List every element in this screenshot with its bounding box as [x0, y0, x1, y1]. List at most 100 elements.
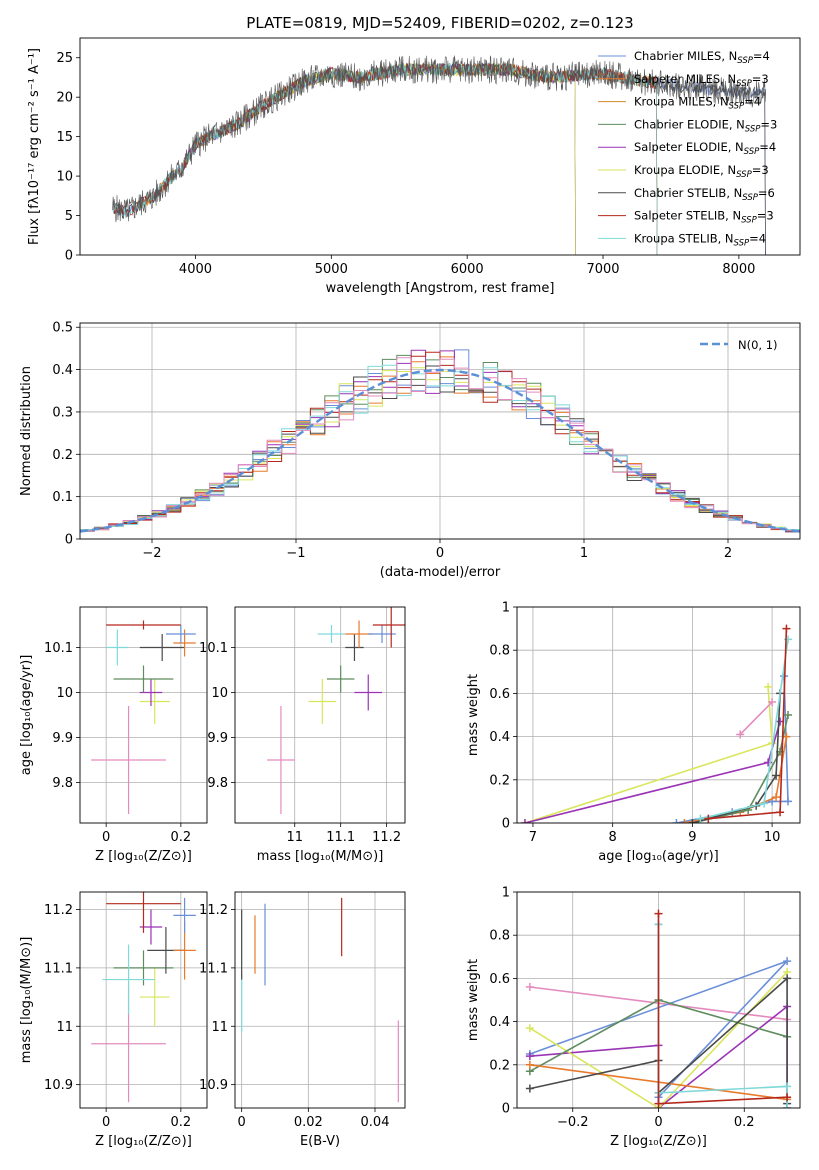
errorbar-point	[317, 625, 346, 643]
errorbar-point	[106, 892, 181, 933]
legend-entry: Kroupa STELIB, NSSP=4	[634, 231, 766, 248]
errorbar-point	[372, 607, 405, 648]
mass-weight-line	[700, 639, 789, 820]
mass-vs-EBV-plot-area	[241, 897, 399, 1103]
y-tick-label: 0.8	[489, 929, 510, 944]
residual-histogram	[80, 364, 800, 531]
y-tick-label: 9.9	[207, 731, 228, 746]
errorbar-point	[139, 679, 170, 724]
y-tick-label: 0	[65, 249, 73, 264]
y-tick-label: 11.2	[199, 903, 228, 918]
y-tick-label: 9.8	[207, 776, 228, 791]
y-tick-label: 0.4	[489, 1015, 510, 1030]
age-vs-mass-axes: 11 11.1 11.2 9.8 9.9 10 10.1 mass [log₁₀(M/M⊙)]	[199, 606, 406, 864]
axes-frame	[79, 37, 801, 256]
y-tick-label: 9.9	[52, 731, 73, 746]
axes-frame	[79, 891, 208, 1109]
weight-vs-age-axes: 7 8 9 10 0 0.2 0.4 0.6 0.8 1 age [log₁₀(age/yr)] ma…	[466, 601, 801, 864]
x-tick-label: 5000	[315, 262, 348, 277]
residual-histogram	[80, 357, 800, 532]
x-axis-label: Z [log₁₀(Z/Z⊙)]	[95, 1134, 192, 1149]
y-tick-label: 10.9	[44, 1078, 73, 1093]
y-tick-label: 11.1	[199, 961, 228, 976]
y-axis-label: Flux [fλ10⁻¹⁷ erg cm⁻² s⁻¹ A⁻¹]	[27, 48, 42, 245]
observed-spectrum-line	[112, 55, 767, 223]
mass-weight-marker	[772, 793, 781, 802]
x-tick-label: 9	[688, 830, 696, 845]
y-tick-label: 0	[502, 1102, 510, 1117]
mass-weight-marker	[764, 682, 773, 691]
model-spectrum-line	[136, 63, 658, 255]
model-spectrum-line	[181, 62, 576, 255]
mass-weight-marker	[736, 730, 745, 739]
mass-vs-EBV-axes: 0 0.02 0.04 10.9 11 11.1 11.2 E(B-V)	[199, 891, 406, 1149]
y-tick-label: 0.1	[52, 490, 73, 505]
mass-weight-marker	[776, 808, 785, 817]
y-tick-label: 11.2	[44, 903, 73, 918]
weight-vs-Z-plot-area	[525, 909, 792, 1108]
mass-weight-line	[708, 628, 788, 820]
mass-weight-marker	[525, 1084, 534, 1093]
y-tick-label: 15	[56, 130, 73, 145]
weight-vs-age-plot-area	[520, 624, 793, 823]
age-vs-Z-axes: 0 0.2 9.8 9.9 10 10.1 Z [log₁₀(Z/Z⊙)] age [log₁…	[19, 606, 208, 864]
spectrum-plot-area	[112, 55, 767, 255]
y-tick-label: 10.9	[199, 1078, 228, 1093]
mass-weight-marker	[784, 711, 793, 719]
residual-histogram	[80, 365, 800, 533]
y-axis-label: Normed distribution	[19, 366, 34, 496]
mass-weight-marker	[783, 1093, 792, 1102]
axes-frame	[79, 606, 208, 824]
x-tick-label: 2	[724, 546, 732, 561]
mass-weight-marker	[696, 814, 705, 823]
age-vs-Z-plot-area	[91, 620, 196, 814]
y-axis-label: mass weight	[466, 959, 481, 1041]
x-tick-label: 0.2	[171, 830, 192, 845]
y-tick-label: 25	[56, 51, 73, 66]
normal-reference-curve	[80, 368, 800, 533]
errorbar-point	[113, 665, 174, 693]
axes-frame	[79, 322, 801, 540]
errorbar-point	[106, 629, 129, 666]
y-axis-label: mass [log₁₀(M/M⊙)]	[19, 937, 34, 1064]
y-tick-label: 10	[56, 170, 73, 185]
x-axis-label: age [log₁₀(age/yr)]	[598, 849, 719, 864]
mass-weight-marker	[772, 771, 781, 780]
age-vs-mass-plot-area	[267, 607, 405, 814]
model-spectrum-line	[136, 62, 658, 255]
errorbar-point	[345, 634, 364, 661]
x-tick-label: 11.2	[372, 830, 401, 845]
x-tick-label: 0	[436, 546, 444, 561]
x-axis-label: E(B-V)	[300, 1134, 340, 1149]
model-spectrum-line	[181, 62, 576, 255]
mass-weight-marker	[525, 1060, 534, 1069]
legend-entry: Salpeter STELIB, NSSP=3	[634, 209, 774, 226]
mass-weight-marker	[704, 814, 713, 823]
y-tick-label: 5	[65, 209, 73, 224]
residuals-plot-area	[80, 349, 800, 533]
y-tick-label: 9.8	[52, 776, 73, 791]
x-tick-label: 10	[764, 830, 781, 845]
spectrum-axes: 4000 5000 6000 7000 8000 0 5 10 15 20 25 wavelength…	[27, 37, 801, 296]
x-tick-label: 8	[609, 830, 617, 845]
mass-weight-marker	[520, 819, 529, 823]
y-tick-label: 0	[65, 533, 73, 548]
mass-weight-marker	[688, 819, 697, 823]
legend-entry: Chabrier ELODIE, NSSP=3	[634, 117, 777, 134]
mass-vs-Z-axes: 0 0.2 10.9 11 11.1 11.2 Z [log₁₀(Z/Z⊙)] mass [l…	[19, 891, 208, 1149]
x-tick-label: 0	[102, 1115, 110, 1130]
axes-frame	[516, 606, 801, 824]
y-tick-label: 10.1	[44, 641, 73, 656]
mass-weight-marker	[654, 1099, 663, 1108]
mass-weight-marker	[768, 698, 777, 707]
legend-entry: N(0, 1)	[738, 338, 778, 352]
x-tick-label: 8000	[722, 262, 755, 277]
y-tick-label: 10.1	[199, 641, 228, 656]
mass-weight-marker	[654, 909, 663, 918]
axes-frame	[234, 891, 406, 1109]
x-tick-label: −0.2	[557, 1115, 589, 1130]
y-tick-label: 0.5	[52, 321, 73, 336]
x-tick-label: 6000	[451, 262, 484, 277]
mass-weight-line	[524, 686, 773, 823]
errorbar-point	[267, 706, 295, 814]
